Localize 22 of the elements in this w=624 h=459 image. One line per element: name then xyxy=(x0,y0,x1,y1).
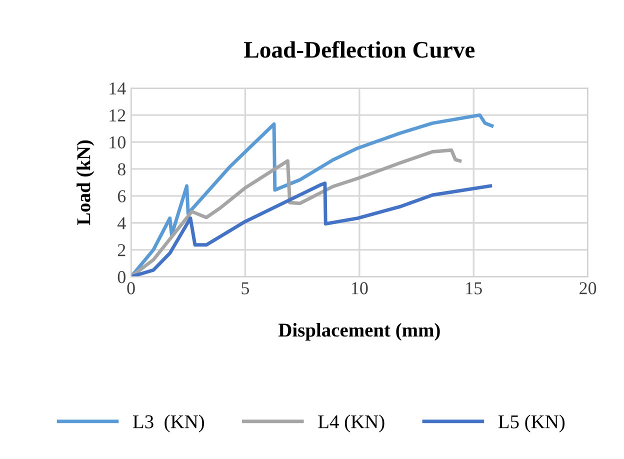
y-tick-label: 4 xyxy=(118,217,126,230)
y-tick-label: 8 xyxy=(118,163,126,176)
legend-label: L3 (KN) xyxy=(133,414,204,432)
line-series xyxy=(131,113,494,277)
y-tick-label: 2 xyxy=(118,244,126,256)
line-series xyxy=(131,182,492,277)
legend-label: L4 (KN) xyxy=(318,414,384,432)
y-tick-label: 14 xyxy=(110,82,126,94)
x-tick-label: 5 xyxy=(242,282,250,294)
y-axis-title: Load (kN) xyxy=(76,140,94,226)
chart-title: Load-Deflection Curve xyxy=(244,40,475,58)
x-tick-label: 20 xyxy=(580,282,596,294)
y-tick-label: 6 xyxy=(118,190,126,202)
x-tick-label: 15 xyxy=(466,282,482,294)
y-tick-label: 0 xyxy=(118,271,126,284)
line-series xyxy=(131,148,462,277)
y-tick-label: 10 xyxy=(110,136,126,148)
x-axis-title: Displacement (mm) xyxy=(278,323,440,341)
x-tick-label: 10 xyxy=(352,282,368,294)
x-tick-label: 0 xyxy=(127,282,135,294)
y-tick-label: 12 xyxy=(110,109,126,122)
legend-label: L5 (KN) xyxy=(498,414,565,432)
